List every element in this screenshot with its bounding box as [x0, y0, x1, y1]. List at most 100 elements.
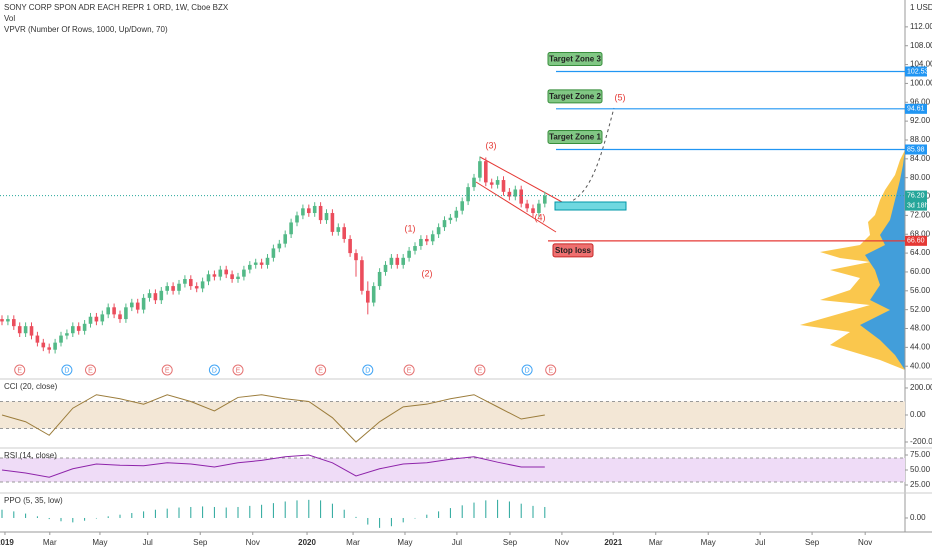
subtitle: Vol	[4, 14, 15, 23]
x-tick-label: 2019	[0, 538, 14, 547]
candle-body	[76, 326, 81, 331]
y-tick-label: 0.00	[910, 410, 926, 419]
candle-body	[283, 234, 288, 244]
candle-body	[53, 342, 57, 350]
candle-body	[41, 342, 46, 348]
candle-body	[12, 319, 16, 327]
pane-title: CCI (20, close)	[4, 382, 58, 391]
candle-body	[430, 234, 435, 242]
x-tick-label: Nov	[246, 538, 260, 547]
event-marker	[315, 364, 327, 376]
event-label: E	[318, 367, 323, 374]
level-name: Target Zone 2	[549, 92, 601, 101]
event-marker	[14, 364, 26, 376]
candle-body	[301, 208, 305, 216]
candle-body	[59, 335, 63, 343]
candle-body	[242, 269, 246, 277]
candle-body	[94, 316, 99, 322]
y-tick-label: 92.00	[910, 116, 931, 125]
price-label: 102.53	[907, 68, 929, 75]
candle-body	[118, 314, 122, 320]
candle-body	[442, 220, 447, 228]
candle-body	[501, 180, 506, 192]
candle-body	[29, 326, 34, 336]
y-tick-label: 96.00	[910, 97, 931, 106]
event-label: D	[212, 367, 217, 374]
candle-body	[194, 286, 199, 289]
candle-body	[472, 177, 476, 188]
candle-body	[401, 257, 406, 265]
candle-body	[519, 189, 524, 204]
candle-body	[218, 269, 223, 277]
candle-body	[342, 227, 347, 239]
candle-body	[289, 222, 293, 235]
candle-body	[295, 215, 299, 223]
event-label: D	[365, 367, 370, 374]
event-marker	[208, 364, 220, 376]
event-marker	[362, 364, 374, 376]
event-marker	[85, 364, 97, 376]
volume-profile-up	[800, 150, 905, 370]
subtitle: VPVR (Number Of Rows, 1000, Up/Down, 70)	[4, 25, 168, 34]
candle-body	[224, 269, 229, 275]
candle-body	[112, 307, 116, 315]
candle-body	[236, 276, 240, 280]
event-marker	[161, 364, 173, 376]
candle-body	[23, 326, 28, 334]
y-tick-label: 84.00	[910, 154, 931, 163]
event-label: E	[165, 367, 170, 374]
y-tick-label: 25.00	[910, 480, 931, 489]
y-tick-label: 80.00	[910, 173, 931, 182]
candle-body	[489, 182, 494, 185]
event-label: E	[88, 367, 93, 374]
y-tick-label: 112.00	[910, 22, 932, 31]
candle-body	[448, 217, 453, 221]
candle-body	[312, 205, 317, 214]
level-name: Target Zone 1	[549, 133, 601, 142]
title: SONY CORP SPON ADR EACH REPR 1 ORD, 1W, …	[4, 3, 229, 12]
y-tick-label: 0.00	[910, 513, 926, 522]
x-tick-label: Jul	[755, 538, 765, 547]
candle-body	[141, 297, 146, 310]
y-tick-label: 108.00	[910, 41, 932, 50]
event-label: D	[64, 367, 69, 374]
event-label: E	[548, 367, 553, 374]
candle-body	[100, 314, 105, 322]
candle-body	[543, 195, 547, 204]
y-tick-label: 40.00	[910, 361, 931, 370]
candle-body	[0, 319, 4, 322]
level-box	[552, 243, 594, 258]
candle-body	[460, 201, 465, 211]
y-tick-label: 48.00	[910, 324, 931, 333]
candle-body	[153, 293, 158, 301]
y-tick-label: 200.00	[910, 383, 932, 392]
y-tick-label: 60.00	[910, 267, 931, 276]
event-label: E	[17, 367, 22, 374]
price-label-box	[905, 144, 927, 155]
price-label: 85.98	[907, 146, 925, 153]
candle-body	[259, 262, 264, 265]
event-marker	[403, 364, 415, 376]
event-marker	[232, 364, 244, 376]
y-tick-label: 50.00	[910, 465, 931, 474]
x-tick-label: Jul	[143, 538, 153, 547]
wave-label: (5)	[615, 92, 626, 102]
candle-body	[88, 316, 93, 324]
candle-body	[135, 302, 140, 310]
level-name: Stop loss	[555, 246, 592, 255]
candle-body	[82, 323, 87, 331]
y-tick-label: 88.00	[910, 135, 931, 144]
candle-body	[336, 227, 341, 232]
candle-body	[277, 243, 282, 249]
candle-body	[389, 257, 394, 265]
price-label-box	[905, 235, 927, 246]
x-tick-label: 2020	[298, 538, 316, 547]
candle-body	[318, 205, 323, 221]
price-label: 94.61	[907, 106, 925, 113]
candle-body	[425, 238, 429, 242]
y-tick-label: 44.00	[910, 342, 931, 351]
countdown: 3d 18h	[907, 202, 929, 209]
candle-body	[253, 262, 258, 265]
candle-body	[71, 326, 75, 334]
x-tick-label: Sep	[193, 538, 208, 547]
